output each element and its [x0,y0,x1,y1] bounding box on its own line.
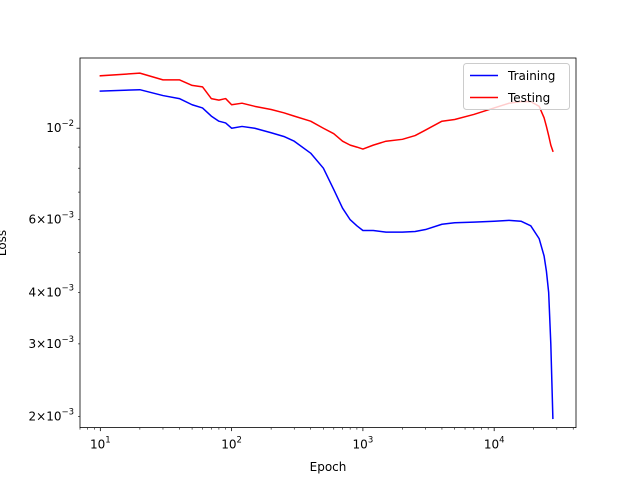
y-axis: 2×10−3 3×10−3 4×10−3 6×10−3 10−2 [29,119,80,424]
x-tick-label: 103 [353,436,374,452]
plot-frame [79,57,577,429]
x-axis: 101 102 103 104 [79,427,574,452]
legend: Training Testing [463,63,570,110]
x-axis-label: Epoch [310,460,347,474]
legend-label-training: Training [507,69,555,83]
y-tick-label: 2×10−3 [29,408,75,424]
y-tick-label: 4×10−3 [29,283,75,299]
x-tick-label: 102 [221,436,242,452]
legend-label-testing: Testing [507,91,550,105]
x-tick-label: 101 [90,436,111,452]
y-axis-label: Loss [0,230,9,256]
y-tick-label: 10−2 [46,119,74,135]
series-line-training [99,88,554,420]
x-tick-label: 104 [484,436,505,452]
y-tick-label: 3×10−3 [29,335,75,351]
y-tick-label: 6×10−3 [29,211,75,227]
